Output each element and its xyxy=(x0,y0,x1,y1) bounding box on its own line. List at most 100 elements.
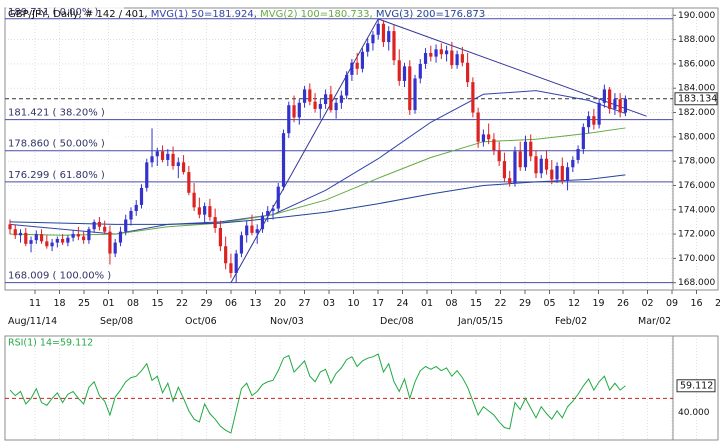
candle-body xyxy=(418,63,422,79)
candle-body xyxy=(260,215,265,230)
date-tick-label: 08 xyxy=(127,298,139,309)
ma3-label: MVG(3) 200=176.873 xyxy=(376,9,485,20)
candle-body xyxy=(250,225,254,233)
candle-body xyxy=(160,151,165,160)
date-tick-label: 23 xyxy=(715,298,720,309)
candles xyxy=(8,18,628,283)
month-label: Aug/11/14 xyxy=(8,316,57,327)
candle-body xyxy=(66,237,70,243)
candle-body xyxy=(124,219,128,232)
current-price-value: 183.134 xyxy=(678,93,717,104)
date-tick-label: 24 xyxy=(396,298,408,309)
candle-body xyxy=(555,166,559,180)
date-tick-label: 09 xyxy=(666,298,678,309)
date-tick-label: 02 xyxy=(641,298,653,309)
candle-body xyxy=(592,116,596,125)
candle-body xyxy=(192,192,196,208)
candle-body xyxy=(471,82,475,113)
candle-body xyxy=(413,78,417,111)
candle-body xyxy=(602,89,606,103)
trendline xyxy=(230,18,379,283)
moving-averages xyxy=(9,90,626,236)
candle-body xyxy=(39,234,44,242)
date-tick-label: 17 xyxy=(372,298,384,309)
candle-body xyxy=(281,133,286,187)
rsi-current-value: 59.112 xyxy=(680,380,713,391)
candle-body xyxy=(276,186,280,209)
month-label: Dec/08 xyxy=(380,316,414,327)
candle-body xyxy=(92,221,96,230)
candle-body xyxy=(45,241,49,247)
date-tick-label: 10 xyxy=(347,298,359,309)
candle-body xyxy=(213,217,217,229)
price-tick-label: 180.000 xyxy=(678,132,715,142)
trendlines xyxy=(230,18,647,283)
candle-body xyxy=(297,102,301,118)
date-tick-label: 19 xyxy=(592,298,604,309)
price-panel xyxy=(4,7,674,291)
candle-body xyxy=(455,54,459,66)
candle-body xyxy=(71,234,75,238)
candle-body xyxy=(18,232,23,236)
candle-body xyxy=(571,159,575,168)
moving-average-line xyxy=(9,174,626,225)
fibonacci-levels: 189.711 ( 0.00% ) 181.421 ( 38.20% ) 178.8… xyxy=(5,2,673,284)
candle-body xyxy=(450,50,454,66)
price-tick-label: 184.000 xyxy=(678,84,715,94)
candle-body xyxy=(50,242,54,247)
candle-body xyxy=(329,94,333,111)
fib-label: 168.009 ( 100.00% ) xyxy=(8,271,111,282)
current-price-tag xyxy=(674,92,718,106)
date-tick-label: 20 xyxy=(274,298,286,309)
candle-body xyxy=(518,151,522,168)
symbol-label: GBP/JPY xyxy=(8,9,48,20)
candle-body xyxy=(402,66,407,81)
price-tick-label: 178.000 xyxy=(678,157,715,167)
candle-body xyxy=(397,60,401,81)
rsi-tick-label: 40.000 xyxy=(678,408,710,418)
candle-body xyxy=(476,112,480,142)
candle-body xyxy=(618,99,622,113)
candle-body xyxy=(355,62,359,69)
price-tick-label: 182.000 xyxy=(678,108,715,118)
candle-body xyxy=(429,52,433,57)
candle-body xyxy=(239,235,244,254)
candle-body xyxy=(487,134,491,140)
candle-body xyxy=(87,229,91,241)
candle-body xyxy=(560,166,564,181)
chart-header: GBP/JPY, Daily, # 142 / 401, MVG(1) 50=1… xyxy=(8,9,485,20)
month-label: Sep/08 xyxy=(100,316,133,327)
candle-body xyxy=(24,232,28,244)
rsi-panel xyxy=(4,335,674,441)
fib-label: 176.299 ( 61.80% ) xyxy=(8,170,105,181)
date-tick-label: 22 xyxy=(176,298,188,309)
fib-label: 189.711 ( 0.00% ) xyxy=(8,7,99,18)
date-tick-label: 06 xyxy=(225,298,237,309)
month-label: Mar/02 xyxy=(638,316,671,327)
fib-label-bg xyxy=(6,165,124,180)
date-tick-label: 05 xyxy=(543,298,555,309)
ma2-label: MVG(2) 100=180.733, xyxy=(260,9,373,20)
candle-body xyxy=(266,210,270,216)
price-tick-label: 168.000 xyxy=(678,278,715,288)
fib-label: 178.860 ( 50.00% ) xyxy=(8,139,105,150)
date-tick-label: 12 xyxy=(568,298,580,309)
candle-body xyxy=(423,52,428,64)
candle-body xyxy=(181,162,186,173)
candle-body xyxy=(345,74,349,96)
candle-body xyxy=(623,98,628,113)
candle-body xyxy=(408,66,412,111)
candle-body xyxy=(466,62,470,83)
candle-body xyxy=(197,207,201,215)
candle-body xyxy=(8,224,12,230)
candle-body xyxy=(61,238,65,243)
candle-body xyxy=(360,51,365,69)
fib-label-bg xyxy=(6,103,124,118)
candle-body xyxy=(366,43,370,52)
candle-body xyxy=(97,221,102,227)
candle-body xyxy=(134,204,138,211)
candle-body xyxy=(55,238,59,243)
candle-body xyxy=(245,225,249,236)
